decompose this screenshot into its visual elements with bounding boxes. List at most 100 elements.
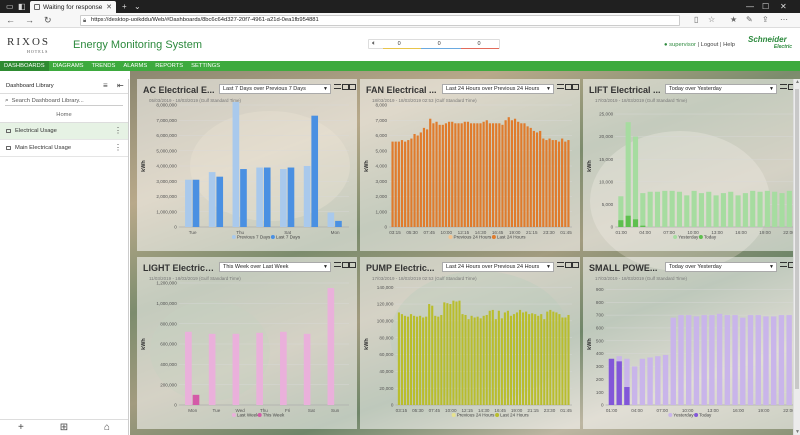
user-name[interactable]: supervisor [669,42,696,48]
chevron-down-icon: ▼ [769,264,774,270]
restore-widget-icon[interactable] [349,262,356,268]
item-menu-icon[interactable]: ⋮ [114,126,122,135]
alarm-volume-meter[interactable]: 🔈︎ 0 0 0 [368,39,500,49]
library-item-main-electrical-usage[interactable]: Main Electrical Usage ⋮ [0,140,128,157]
reading-view-icon[interactable]: ▯ [694,15,699,24]
library-search[interactable]: ⌕ Search Dashboard Library... [5,96,123,106]
x-tick-label: Sat [308,408,316,413]
x-tick-label: 05:30 [406,230,418,235]
tab-list-icon[interactable]: ⌄ [134,2,141,11]
forward-icon[interactable]: → [25,15,34,25]
restore-widget-icon[interactable] [349,84,356,90]
more-icon[interactable]: ⋯ [780,15,788,24]
scroll-up-icon[interactable]: ▲ [795,79,800,85]
period-select[interactable]: Last 24 Hours over Previous 24 Hours ▼ [442,84,554,94]
nav-diagrams[interactable]: DIAGRAMS [52,63,84,69]
maximize-widget-icon[interactable] [564,262,572,268]
notes-icon[interactable]: ✎ [746,15,753,24]
library-item-electrical-usage[interactable]: Electrical Usage ⋮ [0,123,128,140]
bar-last-week [303,333,311,405]
bar-yesterday [662,190,668,227]
tab-actions-icon[interactable]: ▭ [6,2,14,11]
home-icon[interactable]: ⌂ [104,422,111,433]
maximize-widget-icon[interactable] [341,262,349,268]
maximize-icon[interactable]: ☐ [762,2,770,11]
chart: kWh 0 200,000 400,000 600,000 800,000 1,000,00… [141,281,349,418]
app-title: Energy Monitoring System [73,39,202,51]
url-field[interactable]: 🔒︎ https://desktop-uoikddu/Web/#Dashboar… [80,15,680,26]
bar-last-24-hours [506,310,509,405]
y-tick-label: 0 [391,403,394,408]
widget-menu-icon[interactable] [780,262,787,267]
add-icon[interactable]: + [17,422,24,433]
nav-trends[interactable]: TRENDS [91,63,116,69]
widget-menu-icon[interactable] [780,84,787,89]
bar-last-7-days [263,167,271,227]
close-window-icon[interactable]: ✕ [780,2,787,11]
back-tabs-icon[interactable]: ◧ [18,2,26,11]
widget-menu-icon[interactable] [557,262,564,267]
logout-link[interactable]: Logout [700,42,719,48]
bar-last-24-hours [432,123,435,227]
y-tick-label: 5,000,000 [156,148,177,153]
maximize-widget-icon[interactable] [564,84,572,90]
bar-yesterday [640,193,646,227]
bar-yesterday [624,358,630,405]
favorites-hub-icon[interactable]: ★ [730,15,738,24]
y-tick-label: 120,000 [377,302,394,307]
search-placeholder: Search Dashboard Library... [11,97,84,104]
nav-settings[interactable]: SETTINGS [191,63,221,69]
help-link[interactable]: Help [723,42,736,48]
share-icon[interactable]: ⇪ [762,15,769,24]
bar-last-24-hours [422,127,426,227]
dashboard-icon [6,146,11,150]
restore-widget-icon[interactable] [572,84,579,90]
close-tab-icon[interactable]: ✕ [106,4,112,11]
period-select[interactable]: Today over Yesterday ▼ [665,262,777,272]
y-tick-label: 25,000 [599,112,613,117]
nav-alarms[interactable]: ALARMS [123,63,148,69]
bar-last-24-hours [503,312,506,405]
volume-value-3: 0 [477,41,481,47]
breadcrumb-home[interactable]: Home [0,108,128,123]
widget-menu-icon[interactable] [557,84,564,89]
browser-tab[interactable]: Waiting for response fr ✕ [30,1,116,13]
y-tick-label: 7,000,000 [156,118,177,123]
bar-last-24-hours [488,123,492,227]
widget-menu-icon[interactable] [334,84,341,89]
collapse-panel-icon[interactable]: ⇤ [117,81,124,90]
y-tick-label: 1,000,000 [156,209,177,214]
user-area: ● supervisor | Logout | Help [664,42,736,48]
scroll-down-icon[interactable]: ▼ [795,429,800,435]
period-select[interactable]: Today over Yesterday ▼ [665,84,777,94]
period-select[interactable]: Last 7 Days over Previous 7 Days ▼ [219,84,331,94]
bar-last-24-hours [512,314,516,405]
period-select[interactable]: Last 24 Hours over Previous 24 Hours ▼ [442,262,554,272]
scroll-thumb[interactable] [795,89,799,389]
minimize-icon[interactable]: — [746,2,754,11]
bar-last-24-hours [428,304,431,405]
y-tick-label: 8,000 [376,103,388,108]
widget-1: AC Electrical E... Last 7 Days over Prev… [137,79,357,251]
restore-widget-icon[interactable] [572,262,579,268]
x-tick-label: 22:00 [783,408,795,413]
nav-dashboards[interactable]: DASHBOARDS [0,61,49,71]
new-tab-icon[interactable]: + [122,2,127,11]
widget-4: LIGHT Electrical... This Week over Last … [137,257,357,429]
widget-menu-icon[interactable] [334,262,341,267]
bar-last-24-hours [501,124,504,227]
bar-last-7-days [240,169,247,227]
favorite-icon[interactable]: ☆ [708,15,716,24]
refresh-icon[interactable]: ↻ [44,15,52,25]
new-folder-icon[interactable]: ⊞ [59,422,69,433]
y-tick-label: 100,000 [377,318,394,323]
maximize-widget-icon[interactable] [341,84,349,90]
period-select[interactable]: This Week over Last Week ▼ [219,262,331,272]
hamburger-menu-icon[interactable]: ≡ [103,81,108,90]
dashboard-scrollbar[interactable]: ▲ ▼ [793,79,800,435]
item-menu-icon[interactable]: ⋮ [114,143,122,152]
back-icon[interactable]: ← [6,15,15,25]
nav-reports[interactable]: REPORTS [155,63,184,69]
bar-last-24-hours [526,126,529,227]
x-tick-label: 16:45 [492,230,504,235]
